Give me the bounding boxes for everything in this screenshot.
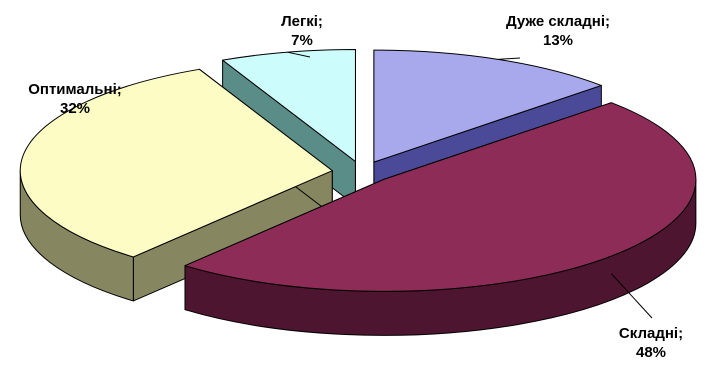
slice-name: Легкі: [281, 13, 318, 30]
leader-line-duzhe-skladni: [497, 57, 521, 60]
slice-value: 7%: [291, 32, 313, 49]
slice-name: Дуже складні: [506, 13, 605, 30]
slice-label-lehki: Легкі; 7%: [252, 12, 352, 50]
leader-line-lehki: [287, 51, 311, 58]
label-separator: ;: [317, 13, 323, 30]
label-separator: ;: [605, 13, 610, 30]
slice-name: Складні: [618, 325, 679, 342]
slice-label-optymalni: Оптимальні; 32%: [4, 80, 146, 118]
pie-slice-skladni: [184, 102, 697, 336]
slice-name: Оптимальні: [28, 81, 117, 98]
slice-label-duzhe-skladni: Дуже складні; 13%: [472, 12, 644, 50]
slice-top-skladni: [184, 102, 697, 292]
slice-top-lehki: [222, 48, 356, 162]
label-separator: ;: [678, 325, 684, 342]
leader-line-skladni: [610, 273, 653, 319]
slice-value: 48%: [635, 344, 667, 361]
slice-value: 32%: [59, 100, 91, 117]
label-separator: ;: [116, 81, 122, 98]
slice-value: 13%: [542, 32, 574, 49]
slice-label-skladni: Складні; 48%: [606, 324, 696, 362]
pie-slice-optymalni: [19, 68, 333, 302]
slice-top-optymalni: [19, 68, 333, 258]
